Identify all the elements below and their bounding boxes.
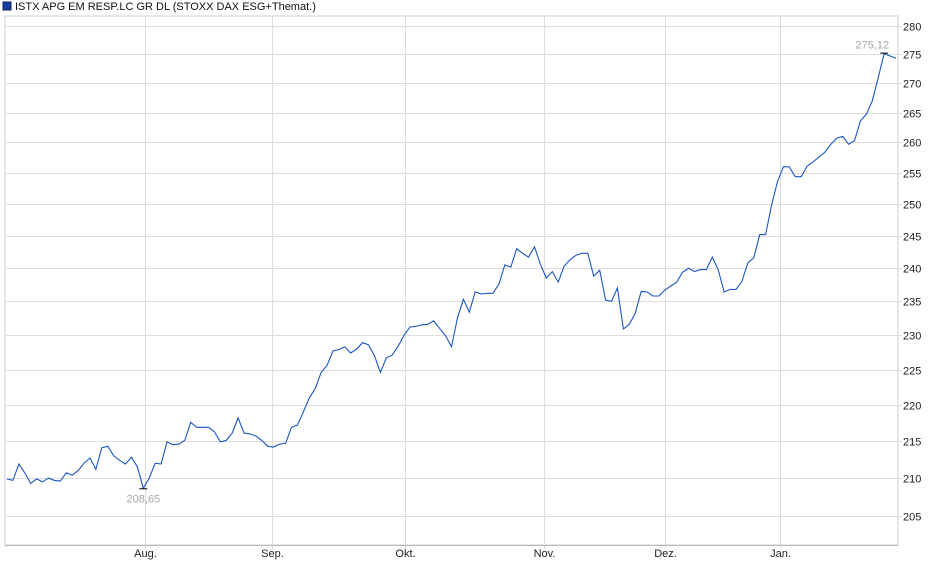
y-tick-label: 205 (903, 512, 921, 524)
y-tick-label: 280 (903, 22, 921, 34)
y-tick-label: 235 (903, 297, 921, 309)
y-tick-label: 210 (903, 474, 921, 486)
y-tick-label: 245 (903, 232, 921, 244)
x-tick-label: Okt. (395, 548, 415, 560)
y-tick-label: 255 (903, 169, 921, 181)
x-tick-label: Dez. (654, 548, 677, 560)
y-tick-label: 275 (903, 50, 921, 62)
x-axis: Aug. Sep. Okt. Nov. Dez. Jan. (134, 548, 791, 560)
max-label: 275,12 (855, 40, 889, 52)
legend-label: ISTX APG EM RESP.LC GR DL (STOXX DAX ESG… (15, 1, 316, 13)
series-line (6, 52, 897, 490)
x-tick-label: Sep. (261, 548, 284, 560)
y-tick-label: 250 (903, 200, 921, 212)
min-label: 208,65 (126, 493, 160, 505)
y-tick-label: 215 (903, 437, 921, 449)
x-tick-label: Aug. (134, 548, 157, 560)
y-tick-label: 265 (903, 109, 921, 121)
y-axis: 205 210 215 220 225 230 235 240 245 250 255 260 265 2… (903, 22, 921, 524)
y-tick-label: 230 (903, 331, 921, 343)
y-tick-label: 240 (903, 264, 921, 276)
plot-area (4, 15, 899, 546)
y-tick-label: 270 (903, 79, 921, 91)
x-tick-label: Nov. (534, 548, 556, 560)
y-tick-label: 220 (903, 401, 921, 413)
y-tick-label: 260 (903, 138, 921, 150)
legend-swatch (2, 1, 12, 11)
grid (4, 15, 902, 549)
y-tick-label: 225 (903, 366, 921, 378)
x-tick-label: Jan. (770, 548, 791, 560)
